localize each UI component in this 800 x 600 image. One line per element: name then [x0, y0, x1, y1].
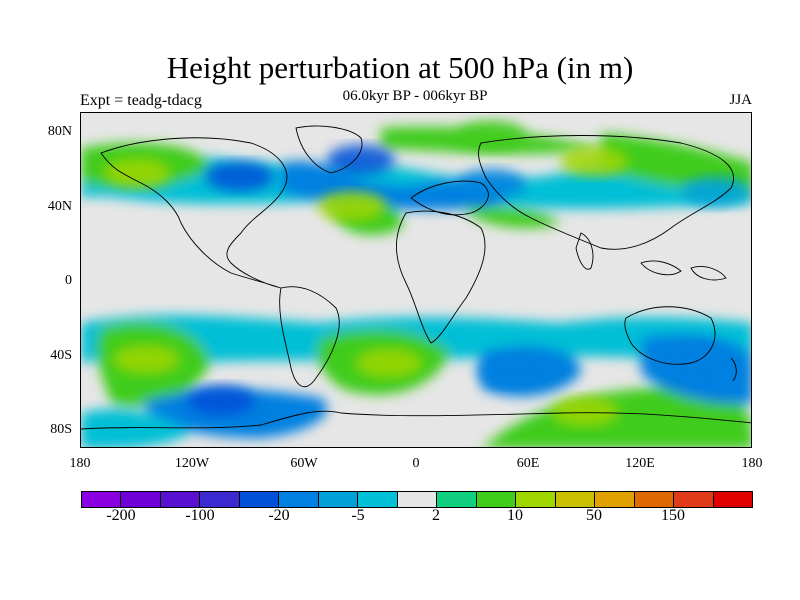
anomaly-core-south-atlantic-pos — [355, 348, 423, 379]
colorbar-label: -200 — [106, 507, 136, 524]
colorbar-label: 2 — [432, 507, 440, 524]
lat-tick-label: 80S — [50, 422, 72, 437]
colorbar-swatch — [200, 492, 240, 507]
colorbar-label: 10 — [507, 507, 523, 524]
anomaly-core-south-pacific-pos — [112, 344, 181, 375]
anomaly-core-central-asia-pos — [560, 146, 629, 177]
colorbar-swatch — [397, 492, 438, 507]
anomaly-core-australia-neg — [663, 344, 731, 375]
lat-tick-label: 0 — [65, 273, 72, 288]
colorbar-label: -100 — [185, 507, 215, 524]
lon-tick-label: 0 — [412, 456, 420, 471]
anomaly-core-east-asia-neg — [681, 176, 750, 207]
colorbar-swatch — [160, 492, 201, 507]
colorbar-label: -5 — [351, 507, 365, 524]
anomaly-core-north-atlantic-neg — [327, 144, 395, 175]
colorbar-swatch — [121, 492, 161, 507]
colorbar-label: -20 — [268, 507, 290, 524]
colorbar-swatch — [279, 492, 319, 507]
lon-tick-label: 120E — [625, 456, 655, 471]
map-panel — [80, 112, 752, 448]
colorbar-swatch — [476, 492, 517, 507]
colorbar-swatch — [358, 492, 398, 507]
colorbar-swatch — [239, 492, 280, 507]
colorbar-swatch — [437, 492, 477, 507]
colorbar-swatch — [595, 492, 635, 507]
lon-tick-label: 120W — [174, 456, 210, 471]
lon-tick-label: 180 — [741, 456, 763, 471]
colorbar-swatch — [555, 492, 596, 507]
plot-title: Height perturbation at 500 hPa (in m) — [166, 50, 634, 85]
season-label: JJA — [729, 92, 752, 108]
colorbar-swatch — [713, 492, 752, 507]
colorbar-swatch — [634, 492, 675, 507]
anomaly-core-west-pacific-north-pos — [103, 157, 171, 188]
lon-tick-label: 60E — [516, 456, 540, 471]
colorbar-swatch — [82, 492, 122, 507]
anomaly-core-indian-ocean-neg — [476, 355, 545, 386]
lat-tick-label: 40S — [50, 348, 72, 363]
map-canvas — [81, 113, 751, 447]
anomaly-core-antarctic-pos — [551, 396, 619, 427]
lat-tick-label: 40N — [47, 199, 72, 214]
plot-subtitle: 06.0kyr BP - 006kyr BP — [342, 88, 488, 104]
colorbar-swatch — [318, 492, 359, 507]
colorbar-label: 50 — [586, 507, 602, 524]
colorbar — [81, 491, 753, 508]
colorbar-swatch — [516, 492, 556, 507]
anomaly-core-north-america-neg — [205, 161, 274, 192]
colorbar-label: 150 — [661, 507, 685, 524]
anomaly-cores — [103, 120, 750, 427]
anomaly-core-north-atlantic-pos — [317, 191, 386, 222]
lat-tick-label: 80N — [47, 124, 72, 139]
anomaly-core-europe-neg — [457, 168, 526, 199]
lon-tick-label: 180 — [69, 456, 91, 471]
experiment-label: Expt = teadg-tdacg — [80, 92, 202, 109]
lon-tick-label: 60W — [290, 456, 318, 471]
anomaly-core-arctic-europe-pos — [457, 120, 526, 151]
anomaly-core-southern-ocean-neg — [187, 385, 255, 416]
coastlines — [81, 125, 751, 430]
colorbar-swatch — [674, 492, 714, 507]
